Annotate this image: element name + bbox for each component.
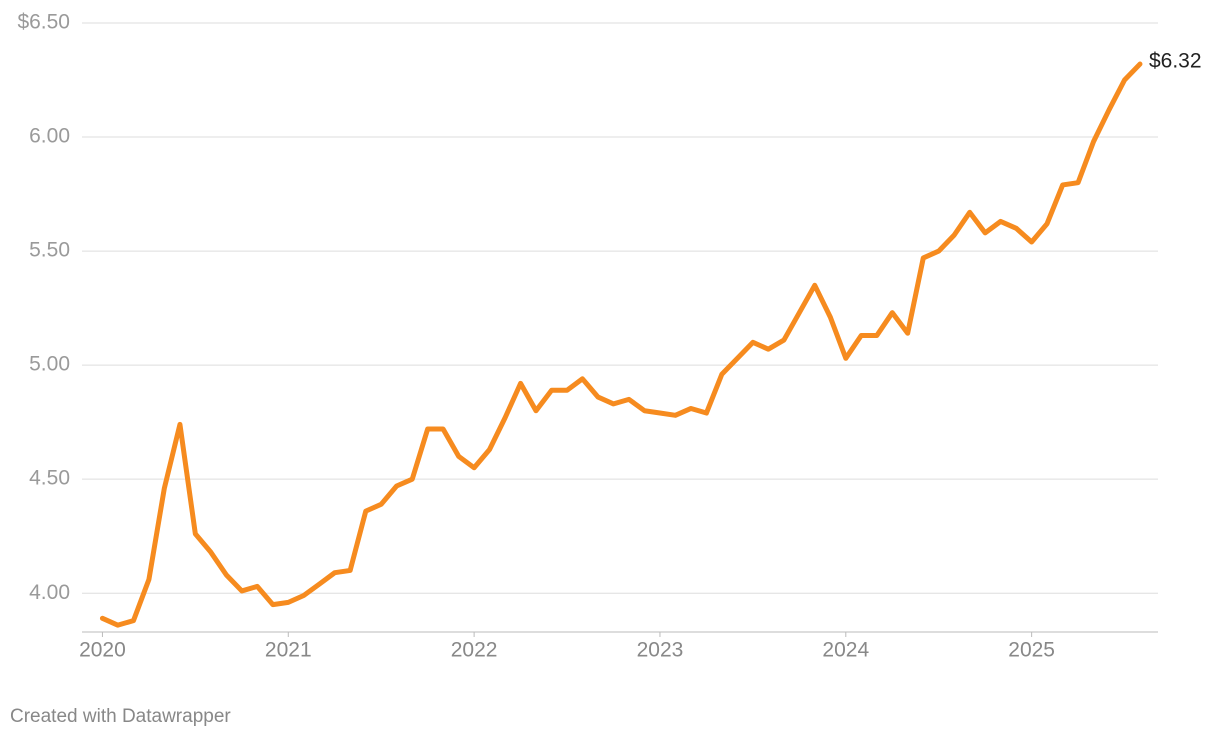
source: Created with Datawrapper	[10, 706, 231, 727]
x-tick-label: 2024	[822, 639, 869, 662]
value-label: $6.32	[1149, 50, 1202, 73]
x-tick-label: 2020	[79, 639, 126, 662]
y-tick-label: 4.50	[29, 467, 70, 490]
x-tick-label: 2025	[1008, 639, 1055, 662]
y-tick-label: 5.50	[29, 239, 70, 262]
y-tick-label: $6.50	[17, 11, 70, 34]
x-tick-label: 2021	[265, 639, 312, 662]
y-tick-label: 6.00	[29, 125, 70, 148]
x-tick-label: 2022	[451, 639, 498, 662]
y-tick-label: 5.00	[29, 353, 70, 376]
y-tick-label: 4.00	[29, 581, 70, 604]
x-tick-label: 2023	[637, 639, 684, 662]
line	[99, 61, 1143, 628]
